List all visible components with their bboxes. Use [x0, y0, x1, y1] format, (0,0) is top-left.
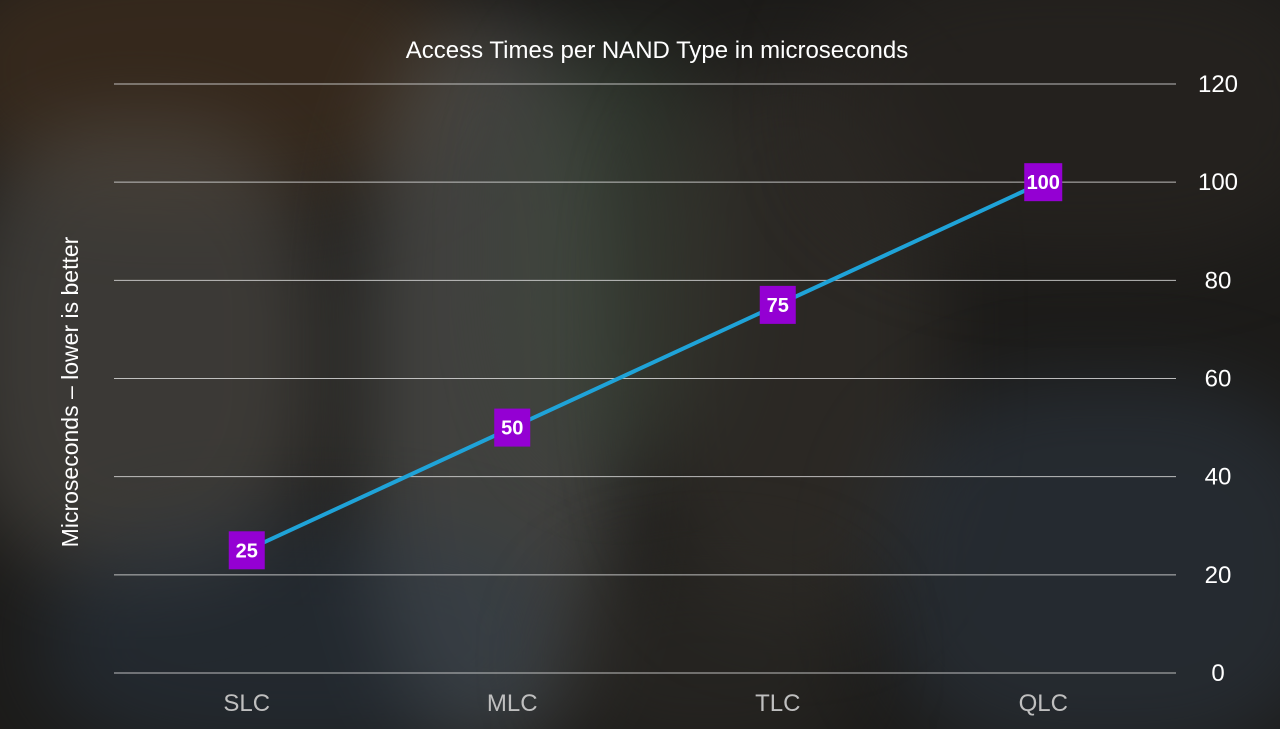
chart-title: Access Times per NAND Type in microsecon… — [406, 37, 908, 64]
data-point: 25 — [228, 531, 265, 570]
data-label: 75 — [767, 295, 789, 317]
series-line-layer — [245, 180, 1045, 553]
gridlines — [114, 83, 1176, 674]
y-axis-ticks: 0 20 40 60 80 100 120 — [1198, 71, 1238, 687]
y-tick-label: 40 — [1205, 464, 1232, 491]
data-label: 100 — [1027, 172, 1060, 194]
x-axis-ticks: SLC MLC TLC QLC — [223, 690, 1068, 717]
data-point: 50 — [494, 408, 531, 447]
y-tick-label: 80 — [1205, 267, 1232, 294]
data-point-marker — [494, 408, 531, 447]
data-label: 50 — [501, 418, 523, 440]
data-label: 25 — [236, 540, 258, 562]
data-point-marker — [228, 531, 265, 570]
data-point-marker — [1024, 163, 1063, 202]
x-tick-label: TLC — [755, 690, 800, 717]
x-tick-label: MLC — [487, 690, 538, 717]
x-tick-label: SLC — [223, 690, 270, 717]
y-tick-label: 20 — [1205, 562, 1232, 589]
data-markers: 25 50 75 100 — [228, 163, 1063, 570]
y-tick-label: 60 — [1205, 366, 1232, 393]
data-point: 75 — [759, 285, 796, 324]
y-tick-label: 100 — [1198, 169, 1238, 196]
data-point-marker — [759, 285, 796, 324]
y-tick-label: 120 — [1198, 71, 1238, 98]
x-tick-label: QLC — [1019, 690, 1068, 717]
y-tick-label: 0 — [1211, 660, 1224, 687]
series-line — [245, 180, 1045, 553]
y-axis-label: Microseconds – lower is better — [57, 236, 83, 547]
data-point: 100 — [1024, 163, 1063, 202]
